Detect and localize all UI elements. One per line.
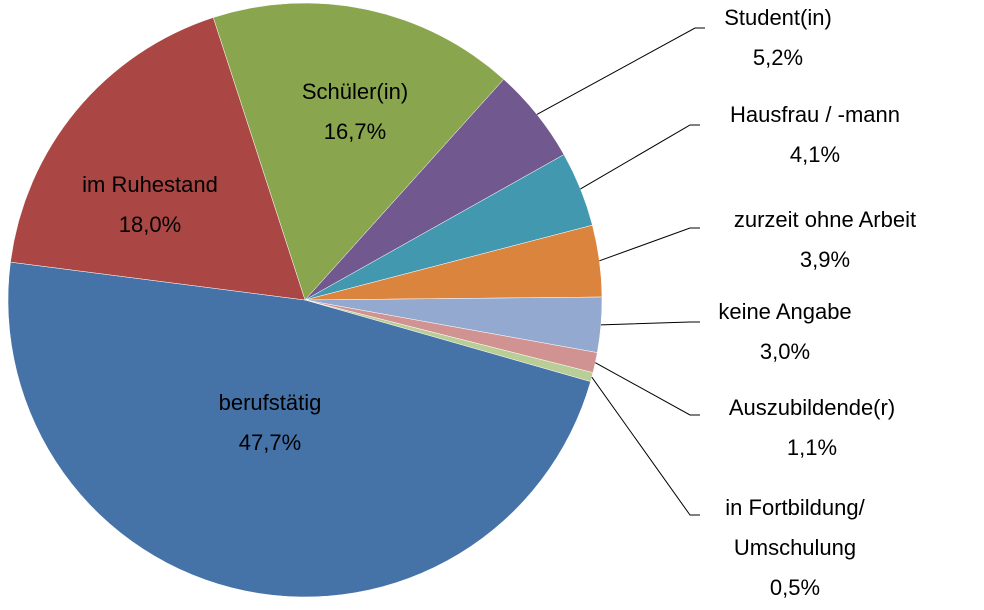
slice-label: Hausfrau / -mann 4,1% <box>685 95 945 175</box>
leader-line <box>580 124 700 190</box>
category-label: zurzeit ohne Arbeit <box>733 207 917 232</box>
category-label: in Fortbildung/ Umschulung <box>725 495 865 560</box>
slice-label: Auszubildende(r) 1,1% <box>692 388 932 468</box>
value-label: 5,2% <box>752 45 804 70</box>
category-label: im Ruhestand <box>82 172 218 197</box>
pie-slice <box>7 261 591 598</box>
value-label: 47,7% <box>238 430 302 455</box>
slice-label: Schüler(in) 16,7% <box>255 72 455 152</box>
leader-line <box>600 321 700 326</box>
pie-slice <box>10 17 306 301</box>
slice-label: zurzeit ohne Arbeit 3,9% <box>690 200 960 280</box>
value-label: 18,0% <box>118 212 182 237</box>
leader-line <box>595 362 700 416</box>
category-label: berufstätig <box>218 390 322 415</box>
value-label: 16,7% <box>323 119 387 144</box>
slice-label: keine Angabe 3,0% <box>675 292 895 372</box>
leader-line <box>536 27 705 115</box>
slice-label: berufstätig 47,7% <box>170 383 370 463</box>
category-label: Hausfrau / -mann <box>730 102 900 127</box>
value-label: 3,0% <box>759 339 811 364</box>
slice-label: in Fortbildung/ Umschulung 0,5% <box>695 488 895 608</box>
value-label: 1,1% <box>786 435 838 460</box>
leader-line <box>599 227 700 262</box>
value-label: 3,9% <box>799 247 851 272</box>
value-label: 0,5% <box>769 575 821 600</box>
slice-label: im Ruhestand 18,0% <box>40 165 260 245</box>
category-label: Student(in) <box>724 5 832 30</box>
category-label: keine Angabe <box>718 299 852 324</box>
leader-line <box>591 376 700 516</box>
slice-label: Student(in) 5,2% <box>658 0 898 78</box>
value-label: 4,1% <box>789 142 841 167</box>
category-label: Schüler(in) <box>301 79 409 104</box>
pie-slice <box>212 2 505 301</box>
category-label: Auszubildende(r) <box>728 395 896 420</box>
